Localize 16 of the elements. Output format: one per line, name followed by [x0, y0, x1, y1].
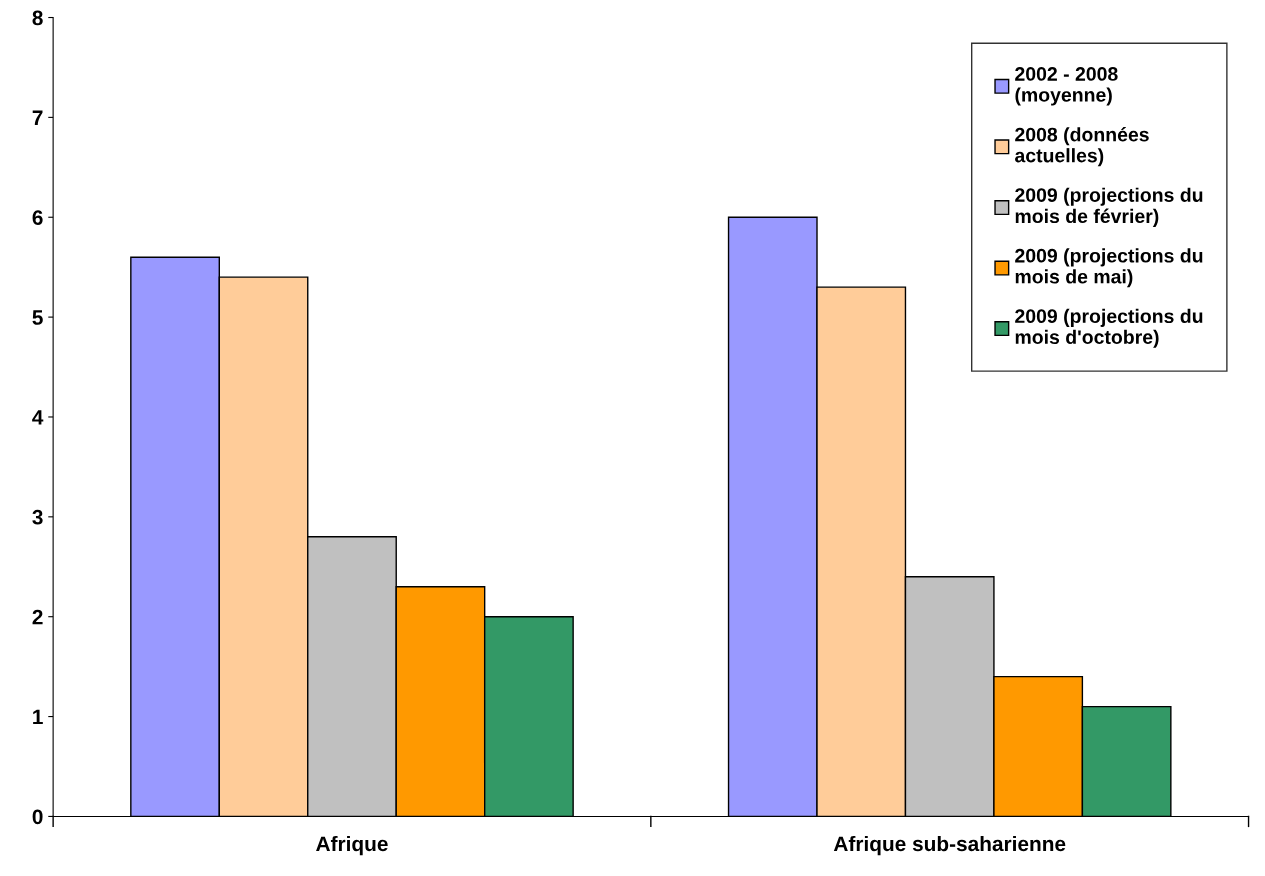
y-tick-label: 7 [32, 110, 43, 125]
legend-label: 2009 (projections du mois de mai) [1015, 248, 1203, 288]
y-tick-label: 4 [32, 410, 44, 425]
x-tick-label: Afrique [316, 835, 388, 856]
y-tick-label: 0 [32, 809, 43, 825]
y-tick-label: 6 [32, 210, 43, 225]
x-tick-label: Afrique sub-saharienne [833, 835, 1066, 856]
legend-label: 2008 (données actuelles) [1015, 127, 1149, 167]
y-tick-label: 3 [32, 509, 43, 525]
legend-label: 2009 (projections du mois de février) [1015, 187, 1203, 227]
y-tick-label: 1 [33, 709, 43, 725]
y-tick-label: 8 [32, 10, 43, 26]
y-tick-label: 5 [32, 310, 43, 325]
legend-label: 2009 (projections du mois d'octobre) [1015, 308, 1203, 348]
legend-label: 2002 - 2008 (moyenne) [1015, 67, 1118, 106]
y-tick-label: 2 [32, 609, 43, 625]
